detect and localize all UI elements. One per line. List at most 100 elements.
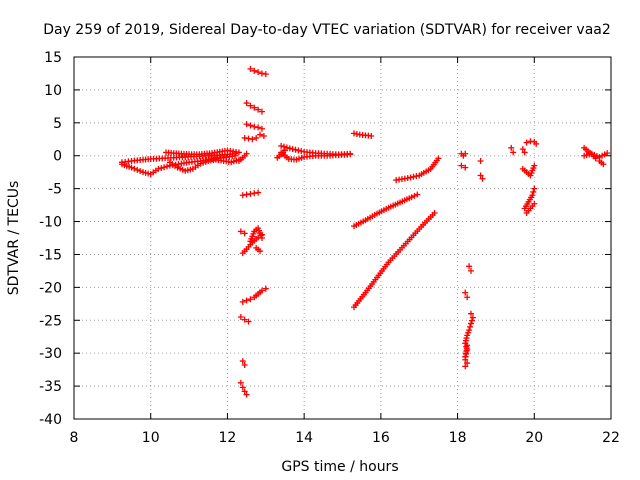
data-point bbox=[411, 192, 418, 199]
data-point bbox=[241, 388, 248, 395]
data-point bbox=[253, 134, 260, 141]
y-tick-label: -5 bbox=[48, 182, 62, 198]
y-tick-label: -30 bbox=[39, 346, 62, 362]
data-point bbox=[255, 106, 262, 113]
data-point bbox=[467, 310, 474, 317]
data-point bbox=[351, 130, 358, 137]
data-point bbox=[462, 356, 469, 363]
data-point bbox=[462, 363, 469, 370]
data-point bbox=[255, 189, 262, 196]
y-tick-label: 10 bbox=[44, 83, 62, 99]
data-point bbox=[158, 165, 165, 172]
data-point bbox=[467, 267, 474, 274]
x-tick-label: 16 bbox=[372, 430, 390, 446]
data-point bbox=[298, 148, 305, 155]
data-point bbox=[604, 150, 611, 157]
y-tick-label: -25 bbox=[39, 313, 62, 329]
data-point bbox=[347, 151, 354, 158]
data-point bbox=[241, 316, 248, 323]
data-point bbox=[286, 145, 293, 152]
y-tick-label: -20 bbox=[39, 280, 62, 296]
data-point bbox=[527, 138, 534, 145]
data-point bbox=[137, 168, 144, 175]
data-point bbox=[533, 140, 540, 147]
data-point bbox=[469, 314, 476, 321]
grid-lines bbox=[74, 57, 611, 419]
data-point bbox=[407, 174, 414, 181]
data-point bbox=[281, 147, 288, 154]
data-point bbox=[521, 149, 528, 156]
y-tick-label: -15 bbox=[39, 247, 62, 263]
data-point bbox=[258, 108, 265, 115]
y-tick-label: 5 bbox=[53, 116, 62, 132]
data-point bbox=[251, 190, 258, 197]
data-point bbox=[128, 164, 135, 171]
data-point bbox=[241, 134, 248, 141]
data-point bbox=[531, 162, 538, 169]
data-points bbox=[118, 65, 611, 398]
data-point bbox=[247, 296, 254, 303]
data-point bbox=[292, 146, 299, 153]
x-tick-label: 22 bbox=[602, 430, 620, 446]
data-point bbox=[262, 71, 269, 78]
data-point bbox=[353, 131, 360, 138]
y-tick-label: 15 bbox=[44, 50, 62, 66]
data-point bbox=[251, 123, 258, 130]
data-point bbox=[258, 287, 265, 294]
data-point bbox=[530, 188, 537, 195]
data-point bbox=[477, 157, 484, 164]
data-point bbox=[247, 122, 254, 129]
data-point bbox=[251, 67, 258, 74]
y-tick-label: -35 bbox=[39, 379, 62, 395]
y-tick-label: -40 bbox=[39, 412, 62, 428]
data-point bbox=[414, 191, 421, 198]
data-point bbox=[477, 172, 484, 179]
data-point bbox=[239, 358, 246, 365]
plot-frame bbox=[73, 56, 612, 420]
data-point bbox=[255, 69, 262, 76]
x-axis-label: GPS time / hours bbox=[281, 459, 398, 475]
data-point bbox=[258, 125, 265, 132]
data-point bbox=[458, 162, 465, 169]
data-point bbox=[241, 230, 248, 237]
data-point bbox=[243, 297, 250, 304]
data-point bbox=[413, 173, 420, 180]
data-point bbox=[464, 360, 471, 367]
data-point bbox=[243, 121, 250, 128]
data-point bbox=[431, 209, 438, 216]
data-point bbox=[523, 139, 530, 146]
data-point bbox=[289, 146, 296, 153]
x-tick-label: 10 bbox=[142, 430, 160, 446]
data-point bbox=[239, 384, 246, 391]
data-point bbox=[368, 132, 375, 139]
data-point bbox=[519, 146, 526, 153]
data-point bbox=[249, 136, 256, 143]
data-point bbox=[241, 362, 248, 369]
data-point bbox=[237, 379, 244, 386]
x-tick-label: 20 bbox=[525, 430, 543, 446]
data-point bbox=[467, 320, 474, 327]
data-point bbox=[262, 285, 269, 292]
data-point bbox=[462, 150, 469, 157]
data-point bbox=[239, 298, 246, 305]
data-point bbox=[257, 131, 264, 138]
x-tick-label: 18 bbox=[449, 430, 467, 446]
data-point bbox=[243, 391, 250, 398]
data-point bbox=[258, 70, 265, 77]
data-point bbox=[508, 144, 515, 151]
data-point bbox=[245, 318, 252, 325]
data-point bbox=[281, 143, 288, 150]
data-point bbox=[161, 164, 168, 171]
data-point bbox=[295, 147, 302, 154]
y-tick-label: 0 bbox=[53, 149, 62, 165]
data-point bbox=[255, 124, 262, 131]
x-tick-label: 8 bbox=[70, 430, 79, 446]
data-point bbox=[232, 152, 239, 159]
data-point bbox=[260, 132, 267, 139]
data-point bbox=[247, 102, 254, 109]
data-point bbox=[467, 323, 474, 330]
data-point bbox=[468, 317, 475, 324]
data-point bbox=[462, 164, 469, 171]
data-point bbox=[258, 235, 265, 241]
